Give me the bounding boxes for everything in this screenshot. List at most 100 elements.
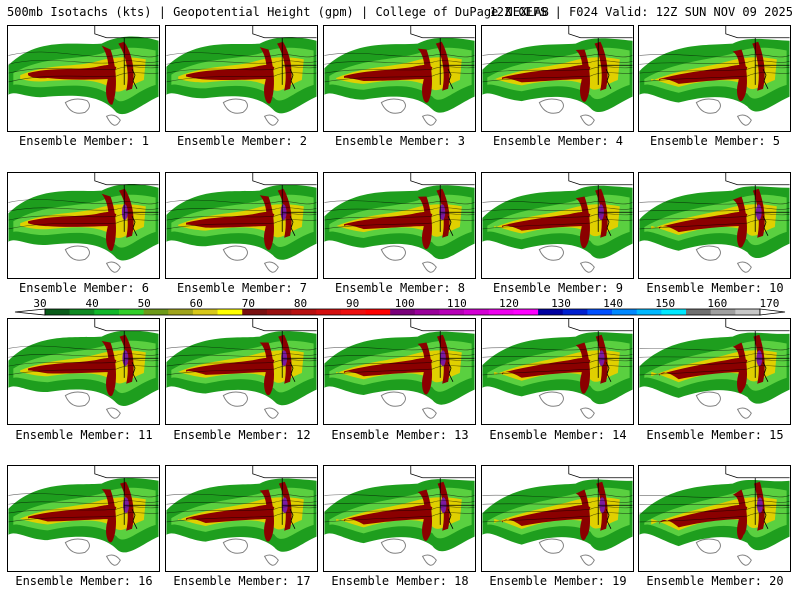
jet-core [502,357,591,378]
height-contour [166,66,317,74]
height-contour [8,66,159,74]
height-contour [324,52,475,58]
landmass-outline [105,407,121,419]
coastline [447,216,454,236]
height-contour [166,346,317,351]
ensemble-member-map [323,465,476,572]
ensemble-member-label: Ensemble Member: 20 [646,574,784,588]
colorbar-swatch [143,309,169,315]
landmass-outline [736,114,752,126]
colorbar-swatch [464,309,490,315]
chart-title: 500mb Isotachs (kts) | Geopotential Heig… [7,5,549,19]
landmass-outline [695,538,721,554]
height-contour [482,207,633,212]
landmass-outline [222,538,248,554]
coastline [131,216,138,236]
landmass-outline [105,114,121,126]
ensemble-member-map [323,25,476,132]
height-contour [166,359,317,367]
landmass-outline [736,261,752,273]
coastline [762,69,769,89]
ensemble-member-map [323,318,476,425]
height-contour [482,506,633,514]
colorbar-swatch [488,309,514,315]
ensemble-member-map [638,25,791,132]
height-contour [8,353,159,358]
coastline [447,509,454,529]
height-contour [639,60,790,65]
ensemble-member-label: Ensemble Member: 8 [334,281,466,295]
country-border [94,26,159,85]
colorbar-tick-label: 100 [394,297,415,310]
coastline [605,69,612,89]
country-border [252,173,317,232]
coastline [447,69,454,89]
coastline [605,216,612,236]
ensemble-member-map [638,318,791,425]
height-contour [639,213,790,221]
country-border [725,319,790,378]
ensemble-member-map [638,172,791,279]
landmass-outline [538,245,564,261]
jet-streak [435,41,450,91]
country-border [568,173,633,232]
coastline [762,509,769,529]
height-contour [482,512,633,523]
landmass-outline [421,114,437,126]
ensemble-member-map [481,465,634,572]
ensemble-member-label: Ensemble Member: 9 [492,281,624,295]
ensemble-member-label: Ensemble Member: 12 [173,428,311,442]
colorbar-tick-label: 130 [551,297,571,310]
height-contour [8,345,159,351]
landmass-outline [64,538,90,554]
height-contour [8,500,159,505]
height-contour [8,60,159,65]
landmass-outline [421,261,437,273]
coastline [762,216,769,236]
country-border [94,173,159,232]
colorbar-swatch [291,309,317,315]
height-contour [639,72,790,83]
height-contour [324,72,475,83]
height-contour [324,494,475,498]
ensemble-member-map [165,465,318,572]
jet-streak [436,188,450,238]
height-contour [8,199,159,205]
colorbar-tick-label: 80 [293,297,308,310]
height-contour [482,201,633,205]
ensemble-member-map [638,465,791,572]
jet-core [186,357,275,375]
landmass-outline [380,391,406,407]
ensemble-member-map [481,318,634,425]
country-border [252,466,317,525]
height-contour [482,66,633,74]
jet-core [502,504,591,526]
landmass-outline [222,98,248,114]
landmass-outline [64,98,90,114]
landmass-outline [579,114,595,126]
coastline [762,362,769,382]
height-contour [482,500,633,505]
colorbar-tick-label: 150 [655,297,676,310]
height-contour [166,353,317,358]
colorbar-swatch [636,309,662,315]
height-contour [639,54,790,58]
colorbar-swatch [562,309,588,315]
country-border [568,466,633,525]
height-contour [639,353,790,358]
landmass-outline [695,245,721,261]
landmass-outline [64,245,90,261]
coastline [131,69,138,89]
colorbar-tick-label: 140 [603,297,624,310]
height-contour [8,506,159,514]
country-border [568,26,633,85]
height-contour [166,52,317,58]
country-border [410,319,475,378]
jet-streak [101,193,117,251]
country-border [410,173,475,232]
jet-streak [120,481,134,531]
colorbar-tick-label: 120 [498,297,519,310]
colorbar-tick-label: 60 [189,297,203,310]
jet-core [344,504,433,525]
colorbar-swatch [710,309,736,315]
